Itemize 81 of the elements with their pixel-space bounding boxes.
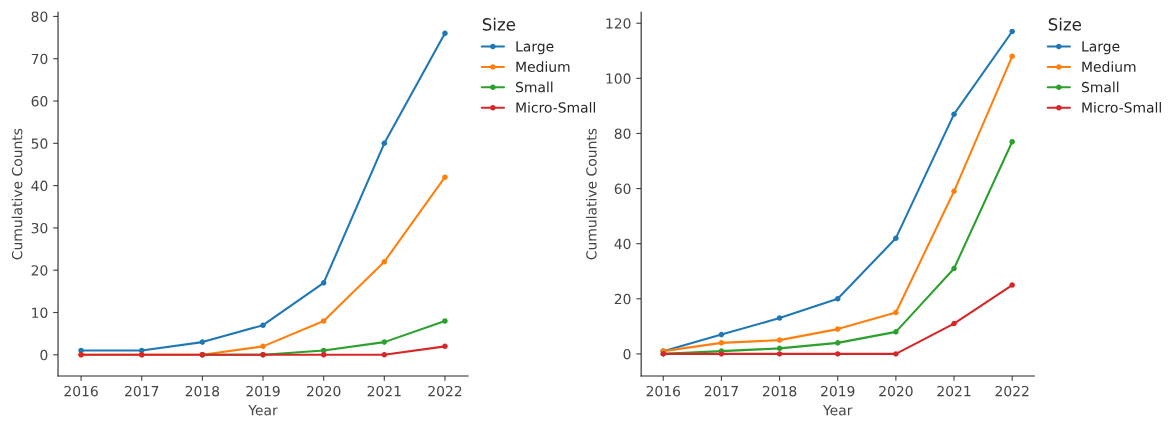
y-tick-label: 80 xyxy=(31,11,48,22)
x-tick-label: 2018 xyxy=(185,385,220,397)
legend-label: Micro-Small xyxy=(516,102,596,113)
point xyxy=(951,111,957,117)
point xyxy=(951,188,957,195)
point xyxy=(78,347,84,354)
point xyxy=(320,280,327,286)
point xyxy=(381,352,388,358)
legend-label: Medium xyxy=(1082,61,1136,72)
point xyxy=(776,337,783,343)
x-tick-label: 2022 xyxy=(428,385,462,397)
point xyxy=(776,315,783,321)
point xyxy=(718,331,725,338)
point xyxy=(199,339,206,345)
y-axis-title: Cumulative Counts xyxy=(11,128,23,260)
y-tick-label: 60 xyxy=(614,183,631,195)
point xyxy=(381,140,388,147)
point xyxy=(951,320,957,327)
point xyxy=(442,174,448,180)
y-tick-label: 80 xyxy=(614,128,631,139)
x-axis-title: Year xyxy=(248,405,278,416)
x-tick-label: 2016 xyxy=(646,385,681,397)
point xyxy=(951,265,957,272)
x-tick-label: 2016 xyxy=(64,385,98,397)
point xyxy=(442,318,448,324)
point xyxy=(893,235,899,241)
legend-label: Small xyxy=(516,81,553,93)
y-axis-title: Cumulative Counts xyxy=(585,128,597,260)
y-tick-label: 40 xyxy=(614,238,631,250)
point xyxy=(834,326,841,332)
point xyxy=(718,340,725,346)
x-axis-title: Year xyxy=(822,405,853,416)
y-tick-label: 20 xyxy=(614,293,631,305)
point xyxy=(260,343,266,350)
point xyxy=(320,352,327,358)
legend-title: Size xyxy=(482,17,516,31)
point xyxy=(776,345,783,352)
x-tick-label: 2019 xyxy=(246,385,280,397)
point xyxy=(1009,53,1015,60)
point xyxy=(893,329,899,335)
point xyxy=(893,309,899,316)
legend-label: Medium xyxy=(516,61,570,72)
point xyxy=(1009,138,1015,145)
y-tick-label: 120 xyxy=(606,18,631,29)
y-tick-label: 70 xyxy=(31,53,48,65)
point xyxy=(442,30,448,37)
point xyxy=(1009,282,1015,288)
y-tick-label: 20 xyxy=(31,265,48,276)
legend-label: Micro-Small xyxy=(1082,102,1161,113)
y-tick-label: 60 xyxy=(31,96,48,107)
x-tick-label: 2020 xyxy=(879,385,913,397)
y-tick-label: 0 xyxy=(40,349,48,361)
point xyxy=(893,351,899,357)
point xyxy=(1009,28,1015,35)
x-tick-label: 2017 xyxy=(125,385,159,397)
point xyxy=(381,339,388,345)
x-tick-label: 2018 xyxy=(762,385,797,397)
point xyxy=(260,322,266,328)
point xyxy=(381,258,388,265)
y-tick-label: 50 xyxy=(31,138,48,149)
legend-label: Small xyxy=(1081,81,1119,93)
point xyxy=(834,340,841,346)
point xyxy=(834,296,841,302)
x-tick-label: 2017 xyxy=(704,385,738,397)
y-tick-label: 40 xyxy=(31,180,48,192)
point xyxy=(320,318,327,324)
point xyxy=(442,343,448,350)
point xyxy=(834,351,841,357)
x-tick-label: 2022 xyxy=(995,385,1029,397)
x-tick-label: 2021 xyxy=(937,385,971,397)
x-tick-label: 2019 xyxy=(821,385,855,397)
point xyxy=(776,351,783,357)
y-tick-label: 0 xyxy=(623,348,631,360)
y-tick-label: 30 xyxy=(31,222,48,234)
y-tick-label: 100 xyxy=(606,73,631,84)
y-tick-label: 10 xyxy=(32,307,48,318)
x-tick-label: 2021 xyxy=(367,385,401,397)
legend-label: Large xyxy=(516,41,554,55)
legend-title: Size xyxy=(1048,17,1082,31)
x-tick-label: 2020 xyxy=(307,385,341,397)
legend-label: Large xyxy=(1082,41,1120,55)
